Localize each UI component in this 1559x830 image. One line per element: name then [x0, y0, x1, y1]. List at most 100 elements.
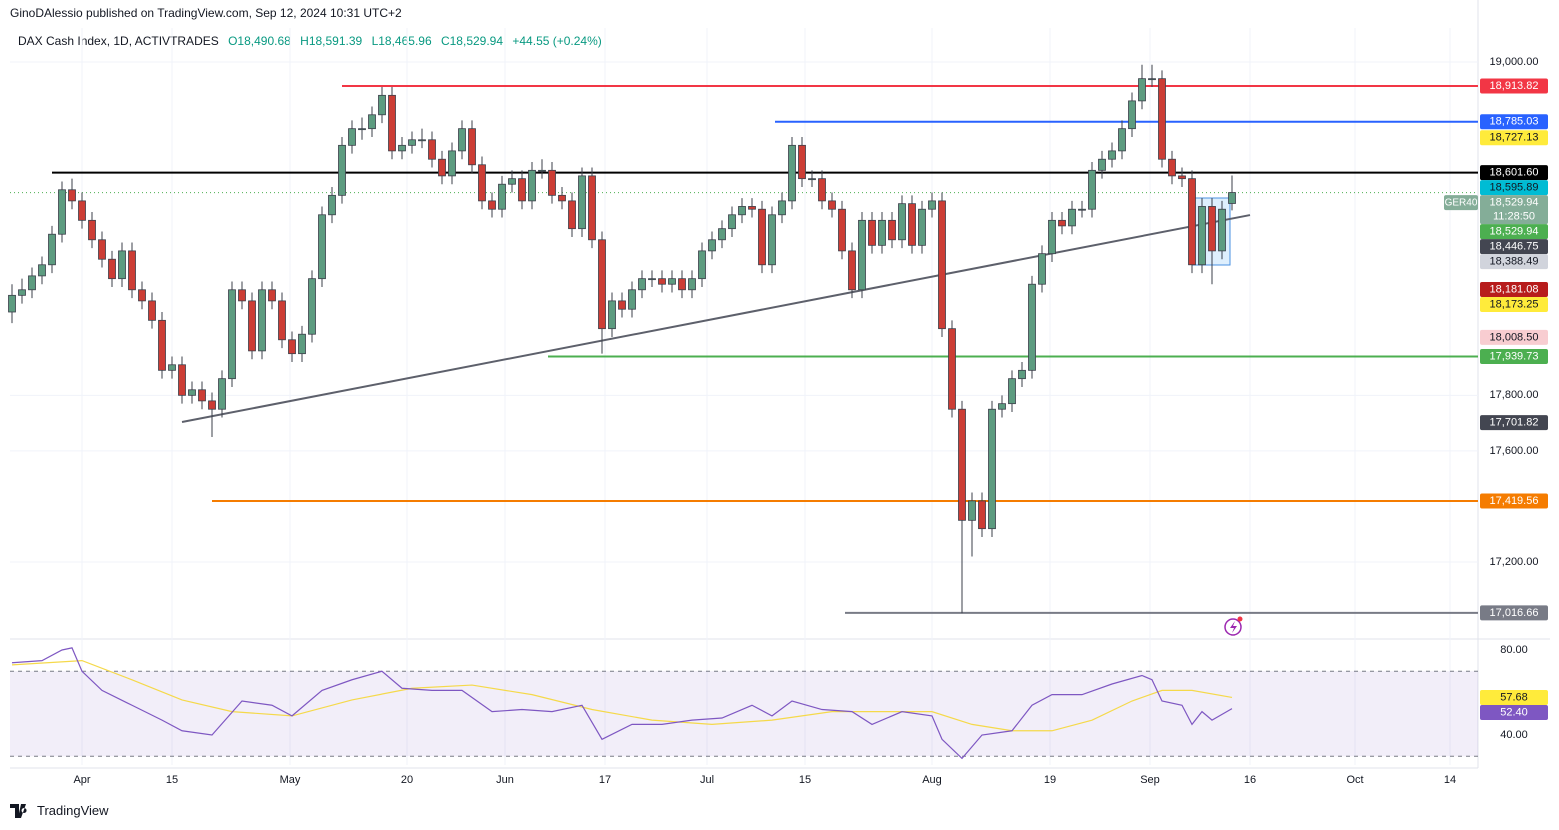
- title: DAX Cash Index, 1D, ACTIVTRADES: [18, 34, 219, 48]
- candle-body: [1058, 219, 1066, 227]
- candle-body: [878, 219, 886, 246]
- price-tag-label: 18,727.13: [1490, 132, 1539, 144]
- price-tag: [1480, 704, 1548, 720]
- candle-body: [658, 278, 666, 285]
- candle-body: [58, 189, 66, 235]
- price-tag: [1480, 239, 1548, 255]
- candle-body: [798, 144, 806, 180]
- candle-body: [1178, 175, 1186, 180]
- open: O18,490.68: [228, 34, 291, 48]
- candle-body: [998, 403, 1006, 410]
- candle-body: [708, 239, 716, 252]
- legend: DAX Cash Index, 1D, ACTIVTRADES O18,490.…: [18, 34, 608, 48]
- candle-body: [938, 200, 946, 330]
- candle-body: [308, 278, 316, 335]
- candle-body: [628, 289, 636, 310]
- candle-body: [1138, 78, 1146, 102]
- change: +44.55 (+0.24%): [512, 34, 602, 48]
- candle-body: [68, 189, 76, 202]
- candle-body: [768, 214, 776, 266]
- price-tag-label: 52.40: [1500, 706, 1528, 718]
- price-tag: [1480, 689, 1548, 705]
- close: C18,529.94: [440, 34, 504, 48]
- candle-body: [788, 144, 796, 202]
- candle-body: [968, 500, 976, 521]
- publisher: GinoDAlessio published on TradingView.co…: [10, 6, 402, 20]
- candle-body: [168, 364, 176, 371]
- candle-body: [648, 278, 656, 281]
- candle-body: [888, 219, 896, 241]
- price-tag: [1480, 493, 1548, 509]
- candle-body: [228, 289, 236, 380]
- alert-icon: [1224, 616, 1243, 636]
- x-tick-label: 17: [599, 774, 611, 786]
- candle-body: [438, 158, 446, 177]
- candle-body: [298, 333, 306, 355]
- rsi-tick-label: 80.00: [1500, 644, 1528, 656]
- price-tag: [1480, 180, 1548, 196]
- candle-body: [1158, 78, 1166, 160]
- candle-body: [618, 300, 626, 310]
- candle-body: [1068, 208, 1076, 227]
- candle-body: [698, 250, 706, 280]
- rsi-tick-label: 40.00: [1500, 729, 1528, 741]
- price-tag-label: 18,595.89: [1490, 182, 1539, 194]
- candle-body: [928, 200, 936, 210]
- trend-line: [181, 214, 1251, 423]
- x-tick-label: 15: [799, 774, 811, 786]
- candle-body: [418, 139, 426, 142]
- candle-body: [118, 250, 126, 280]
- candle-body: [338, 144, 346, 196]
- candle-body: [408, 139, 416, 146]
- price-tag-label: 18,173.25: [1490, 298, 1539, 310]
- candle-body: [1128, 100, 1136, 130]
- candle-body: [808, 178, 816, 181]
- candle-body: [1028, 283, 1036, 371]
- candle-body: [78, 200, 86, 221]
- price-tag: [1480, 130, 1548, 146]
- candle-body: [38, 264, 46, 277]
- candle-body: [498, 183, 506, 210]
- candle-body: [1088, 169, 1096, 210]
- candle-body: [668, 278, 676, 285]
- y-tick-label: 19,000.00: [1490, 56, 1539, 68]
- candle-body: [398, 144, 406, 152]
- x-tick-label: 15: [166, 774, 178, 786]
- x-tick-label: 19: [1044, 774, 1056, 786]
- x-tick-label: 16: [1244, 774, 1256, 786]
- candle-body: [688, 278, 696, 291]
- price-tag: [1480, 415, 1548, 431]
- price-tag-label: 17,939.73: [1490, 350, 1539, 362]
- candle-body: [248, 300, 256, 352]
- candle-body: [1048, 219, 1056, 255]
- candle-body: [318, 214, 326, 280]
- low: L18,465.96: [371, 34, 432, 48]
- x-tick-label: Aug: [922, 774, 942, 786]
- candle-body: [828, 200, 836, 210]
- candle-body: [218, 378, 226, 410]
- candle-body: [18, 289, 26, 296]
- candle-body: [918, 208, 926, 246]
- candle-body: [1118, 128, 1126, 152]
- y-tick-label: 17,200.00: [1490, 556, 1539, 568]
- x-tick-label: Oct: [1346, 774, 1363, 786]
- candle-body: [428, 139, 436, 160]
- candle-body: [148, 300, 156, 321]
- candle-body: [868, 219, 876, 246]
- price-tag-label: 18,785.03: [1490, 116, 1539, 128]
- candle-body: [898, 203, 906, 241]
- price-tag: [1480, 114, 1548, 130]
- price-tag: [1480, 349, 1548, 365]
- candle-body: [958, 408, 966, 521]
- candle-body: [8, 294, 16, 313]
- price-tag-label: 17,419.56: [1490, 495, 1539, 507]
- candle-body: [948, 328, 956, 410]
- candle-body: [838, 208, 846, 252]
- candle-body: [578, 175, 586, 230]
- candle-body: [598, 239, 606, 330]
- candle-body: [328, 194, 336, 216]
- candle-body: [178, 364, 186, 396]
- candle-body: [448, 150, 456, 177]
- candle-body: [1218, 208, 1226, 252]
